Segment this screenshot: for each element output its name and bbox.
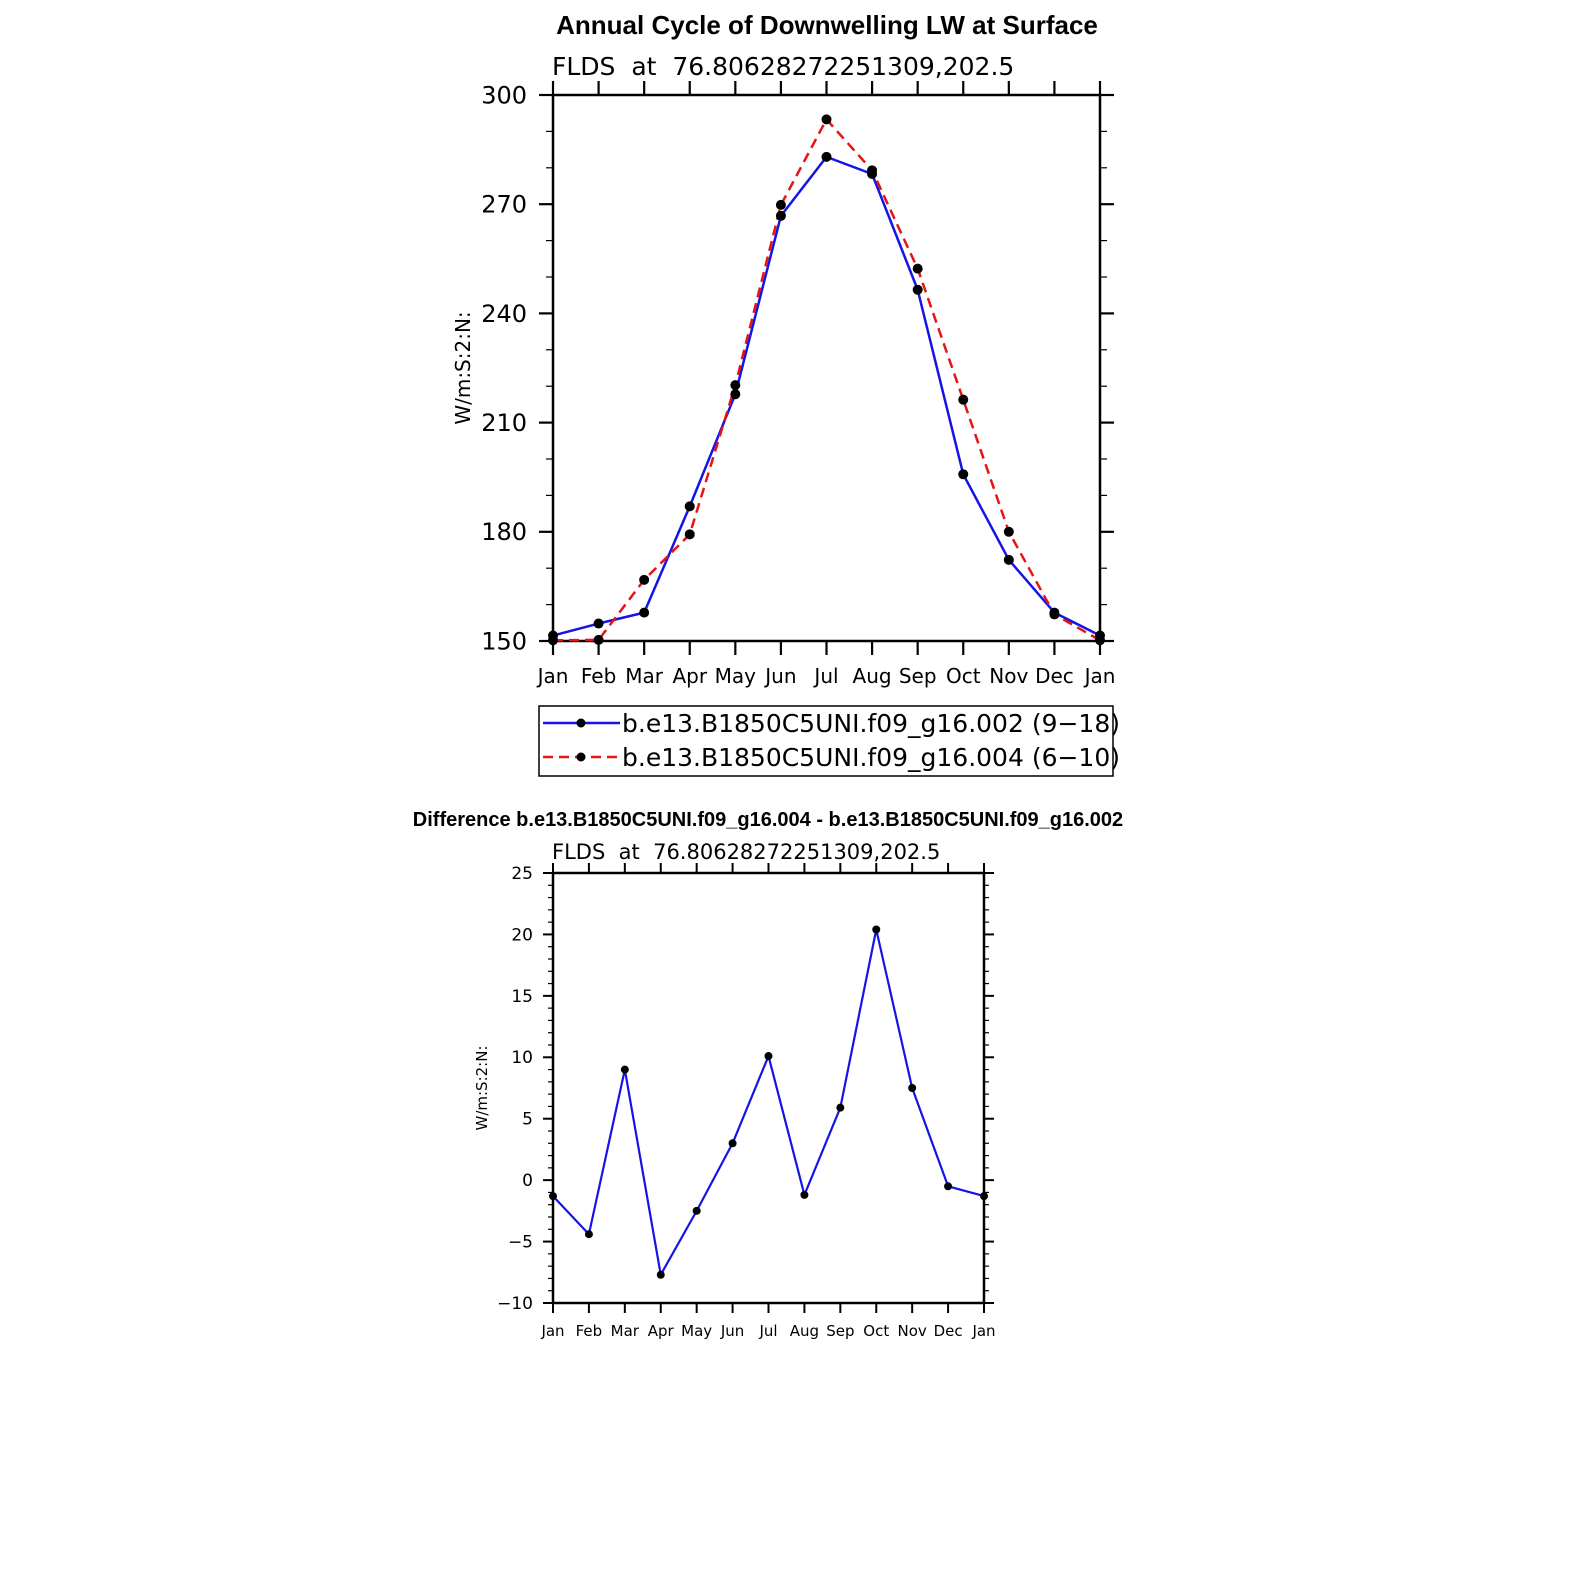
y-tick-label: 25 bbox=[511, 864, 533, 884]
series-2-point bbox=[912, 263, 923, 274]
y-tick-label: −10 bbox=[497, 1294, 533, 1314]
legend-label-series-1: b.e13.B1850C5UNI.f09_g16.002 (9−18) bbox=[622, 709, 1120, 738]
series-1-point bbox=[958, 469, 969, 480]
x-tick-label: Mar bbox=[611, 1322, 640, 1340]
y-tick-label: 10 bbox=[511, 1048, 533, 1068]
series-2-point bbox=[548, 635, 558, 646]
x-tick-label: Nov bbox=[898, 1322, 927, 1340]
series-1-point bbox=[908, 1084, 917, 1092]
x-tick-label: Apr bbox=[648, 1322, 675, 1340]
x-tick-label: Jan bbox=[540, 1322, 564, 1340]
y-tick-label: 150 bbox=[481, 627, 527, 655]
y-tick-label: −5 bbox=[508, 1233, 533, 1253]
legend-marker-series-1 bbox=[576, 718, 586, 728]
x-tick-label: Jan bbox=[536, 664, 569, 688]
series-2-point bbox=[593, 634, 604, 645]
y-tick-label: 0 bbox=[522, 1171, 533, 1191]
series-1-point bbox=[620, 1065, 629, 1074]
plot-frame bbox=[551, 871, 986, 1305]
legend-marker-series-2 bbox=[576, 752, 586, 762]
series-2-point bbox=[821, 114, 832, 125]
x-tick-label: Jan bbox=[1083, 664, 1116, 688]
x-tick-label: Aug bbox=[790, 1322, 819, 1340]
series-1-point bbox=[836, 1103, 845, 1112]
x-tick-label: Sep bbox=[899, 664, 937, 688]
series-1-point bbox=[980, 1192, 988, 1201]
series-1-point bbox=[656, 1270, 665, 1279]
series-line-2 bbox=[552, 118, 1101, 642]
series-2-point bbox=[958, 394, 969, 405]
x-tick-label: Aug bbox=[853, 664, 892, 688]
x-tick-label: Apr bbox=[672, 664, 707, 688]
series-2-point bbox=[639, 574, 650, 585]
chart-subtitle: FLDS at 76.80628272251309,202.5 bbox=[552, 840, 940, 864]
series-2-point bbox=[867, 165, 878, 176]
y-tick-label: 240 bbox=[481, 300, 527, 328]
series-2-point bbox=[775, 199, 786, 210]
y-axis-label: W/m:S:2:N: bbox=[473, 1046, 491, 1131]
series-1-point bbox=[639, 607, 650, 618]
series-1-point bbox=[593, 618, 604, 629]
x-tick-label: Feb bbox=[576, 1322, 603, 1340]
y-tick-label: 180 bbox=[481, 518, 527, 546]
plot-area: 150 180 210 240 270 300 Jan Feb Mar Apr May Jun Jul A… bbox=[481, 81, 1115, 688]
x-tick-label: Jul bbox=[812, 664, 838, 688]
x-tick-label: Jun bbox=[763, 664, 796, 688]
series-line-1 bbox=[552, 155, 1101, 637]
chart-title: Difference b.e13.B1850C5UNI.f09_g16.004 … bbox=[413, 809, 1123, 831]
series-line-1 bbox=[552, 928, 985, 1276]
series-1-point bbox=[764, 1052, 773, 1061]
y-axis-label: W/m:S:2:N: bbox=[451, 311, 475, 424]
series-2-point bbox=[1095, 635, 1105, 646]
x-tick-label: Nov bbox=[989, 664, 1028, 688]
plot-area: −10 −5 0 5 10 15 20 25 Jan Feb Mar Apr May Jun Jul Aug S… bbox=[497, 863, 996, 1340]
series-1-point bbox=[944, 1182, 953, 1191]
x-tick-label: Jul bbox=[758, 1322, 777, 1340]
series-1-point bbox=[821, 151, 832, 162]
y-tick-label: 5 bbox=[522, 1110, 533, 1130]
y-tick-label: 15 bbox=[511, 987, 533, 1007]
x-tick-label: Oct bbox=[946, 664, 981, 688]
series-1-point bbox=[800, 1190, 809, 1199]
x-tick-label: Dec bbox=[1035, 664, 1074, 688]
series-1-point bbox=[728, 1139, 737, 1148]
series-1-point bbox=[684, 501, 695, 512]
series-2-point bbox=[1049, 609, 1060, 620]
x-tick-label: Feb bbox=[581, 664, 616, 688]
x-tick-label: Jun bbox=[720, 1322, 744, 1340]
series-2-point bbox=[1003, 526, 1014, 537]
legend: b.e13.B1850C5UNI.f09_g16.002 (9−18) b.e1… bbox=[538, 705, 1120, 777]
x-tick-label: May bbox=[715, 664, 757, 688]
y-tick-label: 270 bbox=[481, 191, 527, 219]
plot-frame bbox=[551, 93, 1102, 643]
x-tick-label: May bbox=[681, 1322, 712, 1340]
chart-title: Annual Cycle of Downwelling LW at Surfac… bbox=[556, 10, 1098, 40]
series-1-point bbox=[872, 925, 881, 934]
x-tick-label: Dec bbox=[934, 1322, 963, 1340]
legend-label-series-2: b.e13.B1850C5UNI.f09_g16.004 (6−10) bbox=[622, 743, 1120, 772]
x-tick-label: Oct bbox=[863, 1322, 889, 1340]
series-1-point bbox=[692, 1206, 701, 1215]
y-tick-label: 300 bbox=[481, 81, 527, 109]
x-tick-label: Jan bbox=[971, 1322, 995, 1340]
series-1-point bbox=[584, 1230, 593, 1239]
difference-chart: Difference b.e13.B1850C5UNI.f09_g16.004 … bbox=[413, 809, 1123, 1340]
series-1-point bbox=[775, 210, 786, 221]
series-1-point bbox=[549, 1192, 557, 1201]
chart-subtitle: FLDS at 76.80628272251309,202.5 bbox=[552, 52, 1014, 81]
legend-box bbox=[538, 705, 1114, 777]
series-2-point bbox=[730, 380, 741, 391]
series-1-point bbox=[730, 389, 741, 400]
series-2-point bbox=[684, 529, 695, 540]
x-tick-label: Mar bbox=[625, 664, 664, 688]
y-tick-label: 20 bbox=[511, 925, 533, 945]
annual-cycle-chart: Annual Cycle of Downwelling LW at Surfac… bbox=[451, 10, 1120, 777]
x-tick-label: Sep bbox=[826, 1322, 854, 1340]
y-tick-label: 210 bbox=[481, 409, 527, 437]
series-1-point bbox=[912, 284, 923, 295]
series-1-point bbox=[1003, 554, 1014, 565]
